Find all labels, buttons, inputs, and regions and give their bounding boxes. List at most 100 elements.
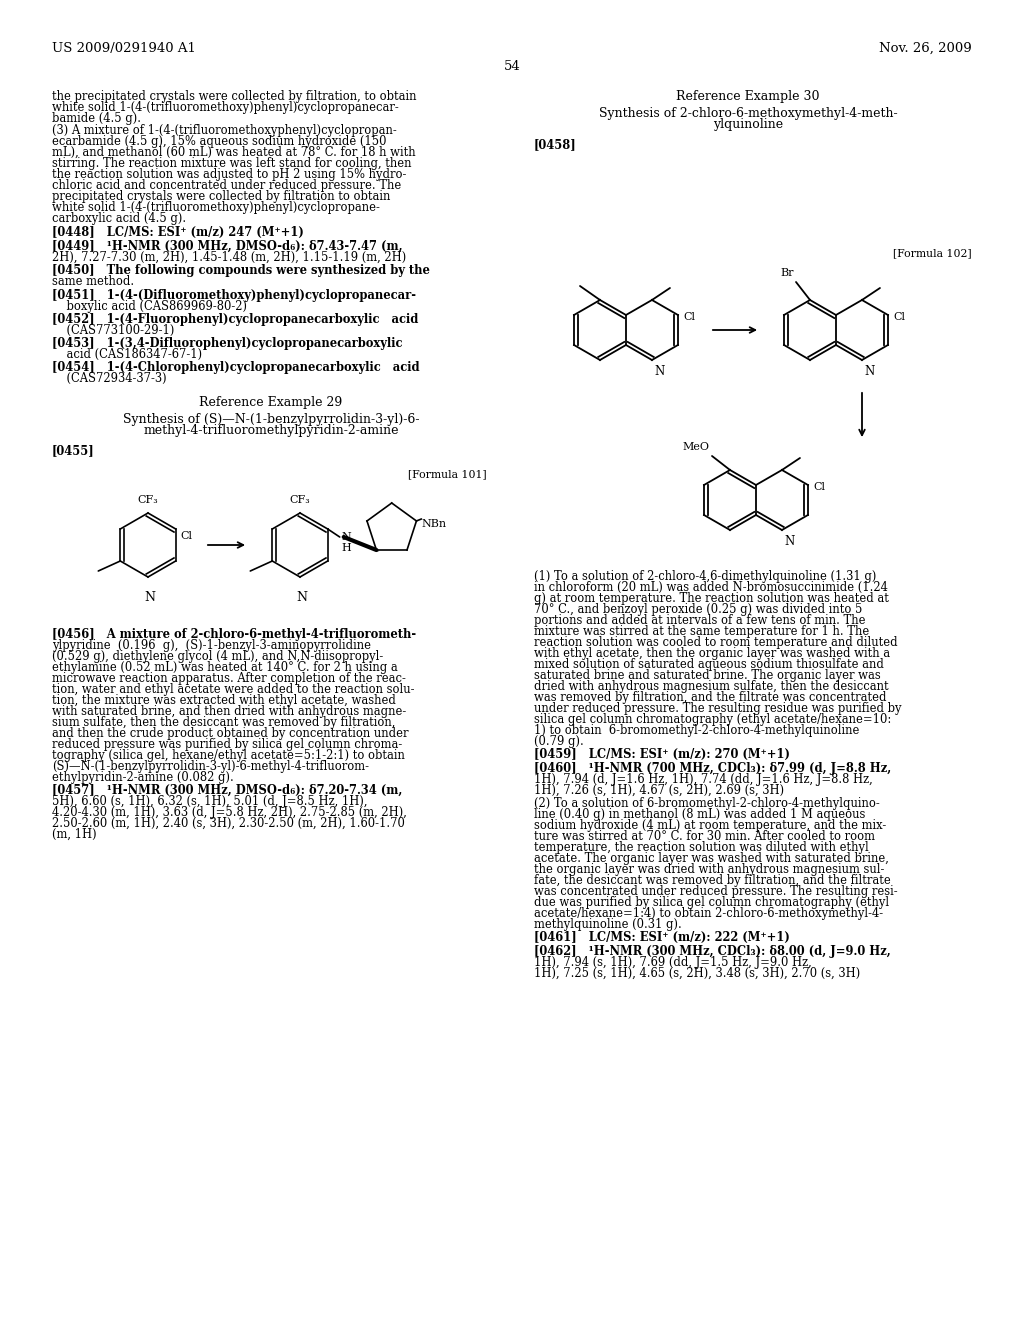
- Text: methyl-4-trifluoromethylpyridin-2-amine: methyl-4-trifluoromethylpyridin-2-amine: [143, 424, 398, 437]
- Text: chloric acid and concentrated under reduced pressure. The: chloric acid and concentrated under redu…: [52, 180, 401, 191]
- Text: Reference Example 29: Reference Example 29: [200, 396, 343, 409]
- Text: line (0.40 g) in methanol (8 mL) was added 1 M aqueous: line (0.40 g) in methanol (8 mL) was add…: [534, 808, 865, 821]
- Text: Cl: Cl: [683, 312, 695, 322]
- Text: Cl: Cl: [813, 482, 825, 492]
- Text: [0448]   LC/MS: ESI⁺ (m/z) 247 (M⁺+1): [0448] LC/MS: ESI⁺ (m/z) 247 (M⁺+1): [52, 226, 304, 239]
- Text: [0453]   1-(3,4-Difluorophenyl)cyclopropanecarboxylic: [0453] 1-(3,4-Difluorophenyl)cyclopropan…: [52, 337, 402, 350]
- Text: same method.: same method.: [52, 275, 134, 288]
- Text: reduced pressure was purified by silica gel column chroma-: reduced pressure was purified by silica …: [52, 738, 402, 751]
- Text: due was purified by silica gel column chromatography (ethyl: due was purified by silica gel column ch…: [534, 896, 889, 909]
- Text: tion, water and ethyl acetate were added to the reaction solu-: tion, water and ethyl acetate were added…: [52, 682, 415, 696]
- Text: microwave reaction apparatus. After completion of the reac-: microwave reaction apparatus. After comp…: [52, 672, 406, 685]
- Text: Nov. 26, 2009: Nov. 26, 2009: [880, 42, 972, 55]
- Text: dried with anhydrous magnesium sulfate, then the desiccant: dried with anhydrous magnesium sulfate, …: [534, 680, 889, 693]
- Text: white solid 1-(4-(trifluoromethoxy)phenyl)cyclopropanecar-: white solid 1-(4-(trifluoromethoxy)pheny…: [52, 102, 398, 114]
- Text: Reference Example 30: Reference Example 30: [676, 90, 820, 103]
- Text: [0450]   The following compounds were synthesized by the: [0450] The following compounds were synt…: [52, 264, 430, 277]
- Text: [Formula 102]: [Formula 102]: [893, 248, 972, 257]
- Text: (2) To a solution of 6-bromomethyl-2-chloro-4-methylquino-: (2) To a solution of 6-bromomethyl-2-chl…: [534, 797, 880, 810]
- Text: (3) A mixture of 1-(4-(trifluoromethoxyphenyl)cyclopropan-: (3) A mixture of 1-(4-(trifluoromethoxyp…: [52, 124, 396, 137]
- Text: 4.20-4.30 (m, 1H), 3.63 (d, J=5.8 Hz, 2H), 2.75-2.85 (m, 2H),: 4.20-4.30 (m, 1H), 3.63 (d, J=5.8 Hz, 2H…: [52, 807, 407, 818]
- Text: 5H), 6.60 (s, 1H), 6.32 (s, 1H), 5.01 (d, J=8.5 Hz, 1H),: 5H), 6.60 (s, 1H), 6.32 (s, 1H), 5.01 (d…: [52, 795, 368, 808]
- Text: reaction solution was cooled to room temperature and diluted: reaction solution was cooled to room tem…: [534, 636, 898, 649]
- Text: [0451]   1-(4-(Difluoromethoxy)phenyl)cyclopropanecar-: [0451] 1-(4-(Difluoromethoxy)phenyl)cycl…: [52, 289, 416, 302]
- Text: in chloroform (20 mL) was added N-bromosuccinimide (1.24: in chloroform (20 mL) was added N-bromos…: [534, 581, 888, 594]
- Text: N: N: [864, 366, 874, 378]
- Text: silica gel column chromatography (ethyl acetate/hexane=10:: silica gel column chromatography (ethyl …: [534, 713, 891, 726]
- Text: (0.529 g), diethylene glycol (4 mL), and N,N-diisopropyl-: (0.529 g), diethylene glycol (4 mL), and…: [52, 649, 383, 663]
- Text: precipitated crystals were collected by filtration to obtain: precipitated crystals were collected by …: [52, 190, 390, 203]
- Text: 1H), 7.94 (s, 1H), 7.69 (dd, J=1.5 Hz, J=9.0 Hz,: 1H), 7.94 (s, 1H), 7.69 (dd, J=1.5 Hz, J…: [534, 956, 812, 969]
- Text: 1H), 7.26 (s, 1H), 4.67 (s, 2H), 2.69 (s, 3H): 1H), 7.26 (s, 1H), 4.67 (s, 2H), 2.69 (s…: [534, 784, 784, 797]
- Text: the organic layer was dried with anhydrous magnesium sul-: the organic layer was dried with anhydro…: [534, 863, 885, 876]
- Text: fate, the desiccant was removed by filtration, and the filtrate: fate, the desiccant was removed by filtr…: [534, 874, 891, 887]
- Text: 2H), 7.27-7.30 (m, 2H), 1.45-1.48 (m, 2H), 1.15-1.19 (m, 2H): 2H), 7.27-7.30 (m, 2H), 1.45-1.48 (m, 2H…: [52, 251, 407, 264]
- Text: 1H), 7.94 (d, J=1.6 Hz, 1H), 7.74 (dd, J=1.6 Hz, J=8.8 Hz,: 1H), 7.94 (d, J=1.6 Hz, 1H), 7.74 (dd, J…: [534, 774, 872, 785]
- Text: [0456]   A mixture of 2-chloro-6-methyl-4-trifluorometh-: [0456] A mixture of 2-chloro-6-methyl-4-…: [52, 628, 416, 642]
- Text: mixture was stirred at the same temperature for 1 h. The: mixture was stirred at the same temperat…: [534, 624, 869, 638]
- Text: sodium hydroxide (4 mL) at room temperature, and the mix-: sodium hydroxide (4 mL) at room temperat…: [534, 818, 886, 832]
- Text: ethylamine (0.52 mL) was heated at 140° C. for 2 h using a: ethylamine (0.52 mL) was heated at 140° …: [52, 661, 397, 675]
- Text: Br: Br: [780, 268, 794, 279]
- Text: with saturated brine, and then dried with anhydrous magne-: with saturated brine, and then dried wit…: [52, 705, 407, 718]
- Text: (CAS72934-37-3): (CAS72934-37-3): [52, 372, 167, 385]
- Text: (1) To a solution of 2-chloro-4,6-dimethylquinoline (1.31 g): (1) To a solution of 2-chloro-4,6-dimeth…: [534, 570, 877, 583]
- Text: 54: 54: [504, 59, 520, 73]
- Text: mL), and methanol (60 mL) was heated at 78° C. for 18 h with: mL), and methanol (60 mL) was heated at …: [52, 147, 416, 158]
- Text: mixed solution of saturated aqueous sodium thiosulfate and: mixed solution of saturated aqueous sodi…: [534, 657, 884, 671]
- Text: white solid 1-(4-(trifluoromethoxy)phenyl)cyclopropane-: white solid 1-(4-(trifluoromethoxy)pheny…: [52, 201, 380, 214]
- Text: Cl: Cl: [180, 531, 193, 541]
- Text: N: N: [144, 591, 156, 605]
- Text: [0461]   LC/MS: ESI⁺ (m/z): 222 (M⁺+1): [0461] LC/MS: ESI⁺ (m/z): 222 (M⁺+1): [534, 931, 790, 944]
- Text: [0462]   ¹H-NMR (300 MHz, CDCl₃): δ8.00 (d, J=9.0 Hz,: [0462] ¹H-NMR (300 MHz, CDCl₃): δ8.00 (d…: [534, 945, 891, 958]
- Text: methylquinoline (0.31 g).: methylquinoline (0.31 g).: [534, 917, 682, 931]
- Text: 70° C., and benzoyl peroxide (0.25 g) was divided into 5: 70° C., and benzoyl peroxide (0.25 g) wa…: [534, 603, 862, 616]
- Text: the reaction solution was adjusted to pH 2 using 15% hydro-: the reaction solution was adjusted to pH…: [52, 168, 407, 181]
- Text: ethylpyridin-2-amine (0.082 g).: ethylpyridin-2-amine (0.082 g).: [52, 771, 233, 784]
- Text: acid (CAS186347-67-1): acid (CAS186347-67-1): [52, 348, 202, 360]
- Text: US 2009/0291940 A1: US 2009/0291940 A1: [52, 42, 196, 55]
- Text: ylpyridine  (0.196  g),  (S)-1-benzyl-3-aminopyrrolidine: ylpyridine (0.196 g), (S)-1-benzyl-3-ami…: [52, 639, 371, 652]
- Text: Synthesis of 2-chloro-6-methoxymethyl-4-meth-: Synthesis of 2-chloro-6-methoxymethyl-4-…: [599, 107, 897, 120]
- Text: [0454]   1-(4-Chlorophenyl)cyclopropanecarboxylic   acid: [0454] 1-(4-Chlorophenyl)cyclopropanecar…: [52, 360, 420, 374]
- Text: was removed by filtration, and the filtrate was concentrated: was removed by filtration, and the filtr…: [534, 690, 887, 704]
- Text: N: N: [297, 591, 307, 605]
- Text: [0449]   ¹H-NMR (300 MHz, DMSO-d₆): δ7.43-7.47 (m,: [0449] ¹H-NMR (300 MHz, DMSO-d₆): δ7.43-…: [52, 240, 402, 253]
- Text: sium sulfate, then the desiccant was removed by filtration,: sium sulfate, then the desiccant was rem…: [52, 715, 395, 729]
- Text: the precipitated crystals were collected by filtration, to obtain: the precipitated crystals were collected…: [52, 90, 417, 103]
- Text: tography (silica gel, hexane/ethyl acetate=5:1-2:1) to obtain: tography (silica gel, hexane/ethyl aceta…: [52, 748, 404, 762]
- Text: (0.79 g).: (0.79 g).: [534, 735, 584, 748]
- Text: (CAS773100-29-1): (CAS773100-29-1): [52, 323, 174, 337]
- Text: 1H), 7.25 (s, 1H), 4.65 (s, 2H), 3.48 (s, 3H), 2.70 (s, 3H): 1H), 7.25 (s, 1H), 4.65 (s, 2H), 3.48 (s…: [534, 968, 860, 979]
- Text: with ethyl acetate, then the organic layer was washed with a: with ethyl acetate, then the organic lay…: [534, 647, 890, 660]
- Text: under reduced pressure. The resulting residue was purified by: under reduced pressure. The resulting re…: [534, 702, 901, 715]
- Text: 2.50-2.60 (m, 1H), 2.40 (s, 3H), 2.30-2.50 (m, 2H), 1.60-1.70: 2.50-2.60 (m, 1H), 2.40 (s, 3H), 2.30-2.…: [52, 817, 404, 830]
- Text: Cl: Cl: [893, 312, 905, 322]
- Text: stirring. The reaction mixture was left stand for cooling, then: stirring. The reaction mixture was left …: [52, 157, 412, 170]
- Text: ture was stirred at 70° C. for 30 min. After cooled to room: ture was stirred at 70° C. for 30 min. A…: [534, 830, 874, 843]
- Text: ecarbamide (4.5 g), 15% aqueous sodium hydroxide (150: ecarbamide (4.5 g), 15% aqueous sodium h…: [52, 135, 386, 148]
- Text: Synthesis of (S)—N-(1-benzylpyrrolidin-3-yl)-6-: Synthesis of (S)—N-(1-benzylpyrrolidin-3…: [123, 413, 419, 426]
- Text: and then the crude product obtained by concentration under: and then the crude product obtained by c…: [52, 727, 409, 741]
- Text: N: N: [784, 535, 795, 548]
- Text: H: H: [342, 543, 351, 553]
- Text: MeO: MeO: [682, 442, 709, 451]
- Text: [0460]   ¹H-NMR (700 MHz, CDCl₃): δ7.99 (d, J=8.8 Hz,: [0460] ¹H-NMR (700 MHz, CDCl₃): δ7.99 (d…: [534, 762, 891, 775]
- Text: acetate/hexane=1:4) to obtain 2-chloro-6-methoxymethyl-4-: acetate/hexane=1:4) to obtain 2-chloro-6…: [534, 907, 883, 920]
- Text: carboxylic acid (4.5 g).: carboxylic acid (4.5 g).: [52, 213, 186, 224]
- Text: saturated brine and saturated brine. The organic layer was: saturated brine and saturated brine. The…: [534, 669, 881, 682]
- Text: CF₃: CF₃: [137, 495, 159, 506]
- Text: CF₃: CF₃: [290, 495, 310, 506]
- Text: bamide (4.5 g).: bamide (4.5 g).: [52, 112, 141, 125]
- Text: [0452]   1-(4-Fluorophenyl)cyclopropanecarboxylic   acid: [0452] 1-(4-Fluorophenyl)cyclopropanecar…: [52, 313, 419, 326]
- Text: (S)—N-(1-benzylpyrrolidin-3-yl)-6-methyl-4-trifluorom-: (S)—N-(1-benzylpyrrolidin-3-yl)-6-methyl…: [52, 760, 369, 774]
- Text: ylquinoline: ylquinoline: [713, 117, 783, 131]
- Text: [0457]   ¹H-NMR (300 MHz, DMSO-d₆): δ7.20-7.34 (m,: [0457] ¹H-NMR (300 MHz, DMSO-d₆): δ7.20-…: [52, 784, 402, 797]
- Text: N: N: [654, 366, 665, 378]
- Text: was concentrated under reduced pressure. The resulting resi-: was concentrated under reduced pressure.…: [534, 884, 898, 898]
- Text: [0459]   LC/MS: ESI⁺ (m/z): 270 (M⁺+1): [0459] LC/MS: ESI⁺ (m/z): 270 (M⁺+1): [534, 748, 790, 762]
- Text: acetate. The organic layer was washed with saturated brine,: acetate. The organic layer was washed wi…: [534, 851, 889, 865]
- Text: tion, the mixture was extracted with ethyl acetate, washed: tion, the mixture was extracted with eth…: [52, 694, 396, 708]
- Text: g) at room temperature. The reaction solution was heated at: g) at room temperature. The reaction sol…: [534, 591, 889, 605]
- Text: [0458]: [0458]: [534, 139, 577, 150]
